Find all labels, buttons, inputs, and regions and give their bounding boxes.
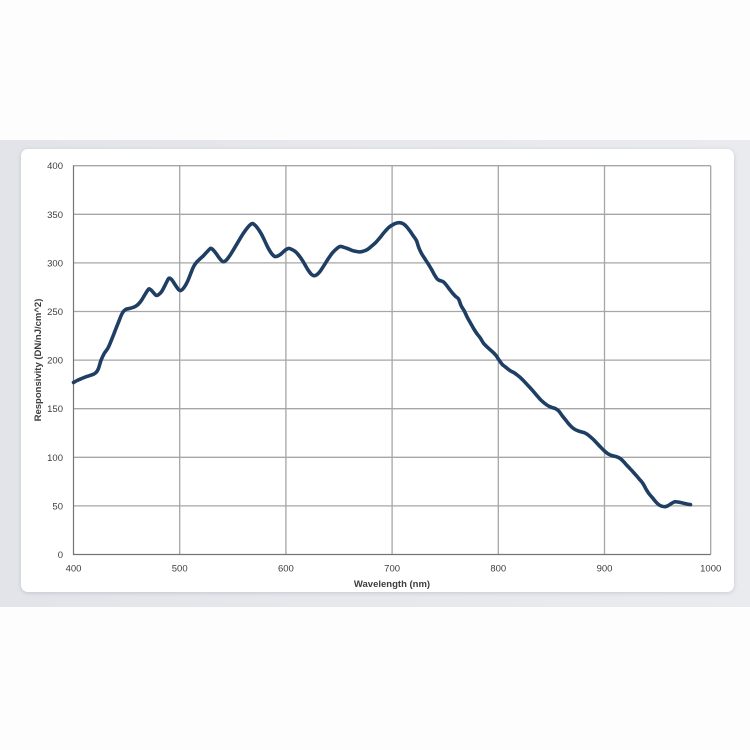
svg-text:1000: 1000 [700, 564, 721, 575]
svg-text:300: 300 [47, 258, 63, 269]
svg-text:Wavelength (nm): Wavelength (nm) [354, 579, 430, 590]
svg-text:400: 400 [66, 564, 82, 575]
svg-text:250: 250 [47, 307, 63, 318]
svg-text:200: 200 [47, 356, 63, 367]
svg-text:350: 350 [47, 210, 63, 221]
svg-text:0: 0 [58, 550, 63, 561]
svg-text:900: 900 [597, 564, 613, 575]
svg-text:100: 100 [47, 453, 63, 464]
svg-text:400: 400 [47, 161, 63, 172]
svg-text:600: 600 [278, 564, 294, 575]
svg-text:Responsivity (DN/nJ/cm^2): Responsivity (DN/nJ/cm^2) [33, 299, 44, 422]
svg-text:50: 50 [52, 501, 63, 512]
svg-text:150: 150 [47, 404, 63, 415]
svg-text:500: 500 [172, 564, 188, 575]
svg-text:700: 700 [384, 564, 400, 575]
svg-text:800: 800 [490, 564, 506, 575]
